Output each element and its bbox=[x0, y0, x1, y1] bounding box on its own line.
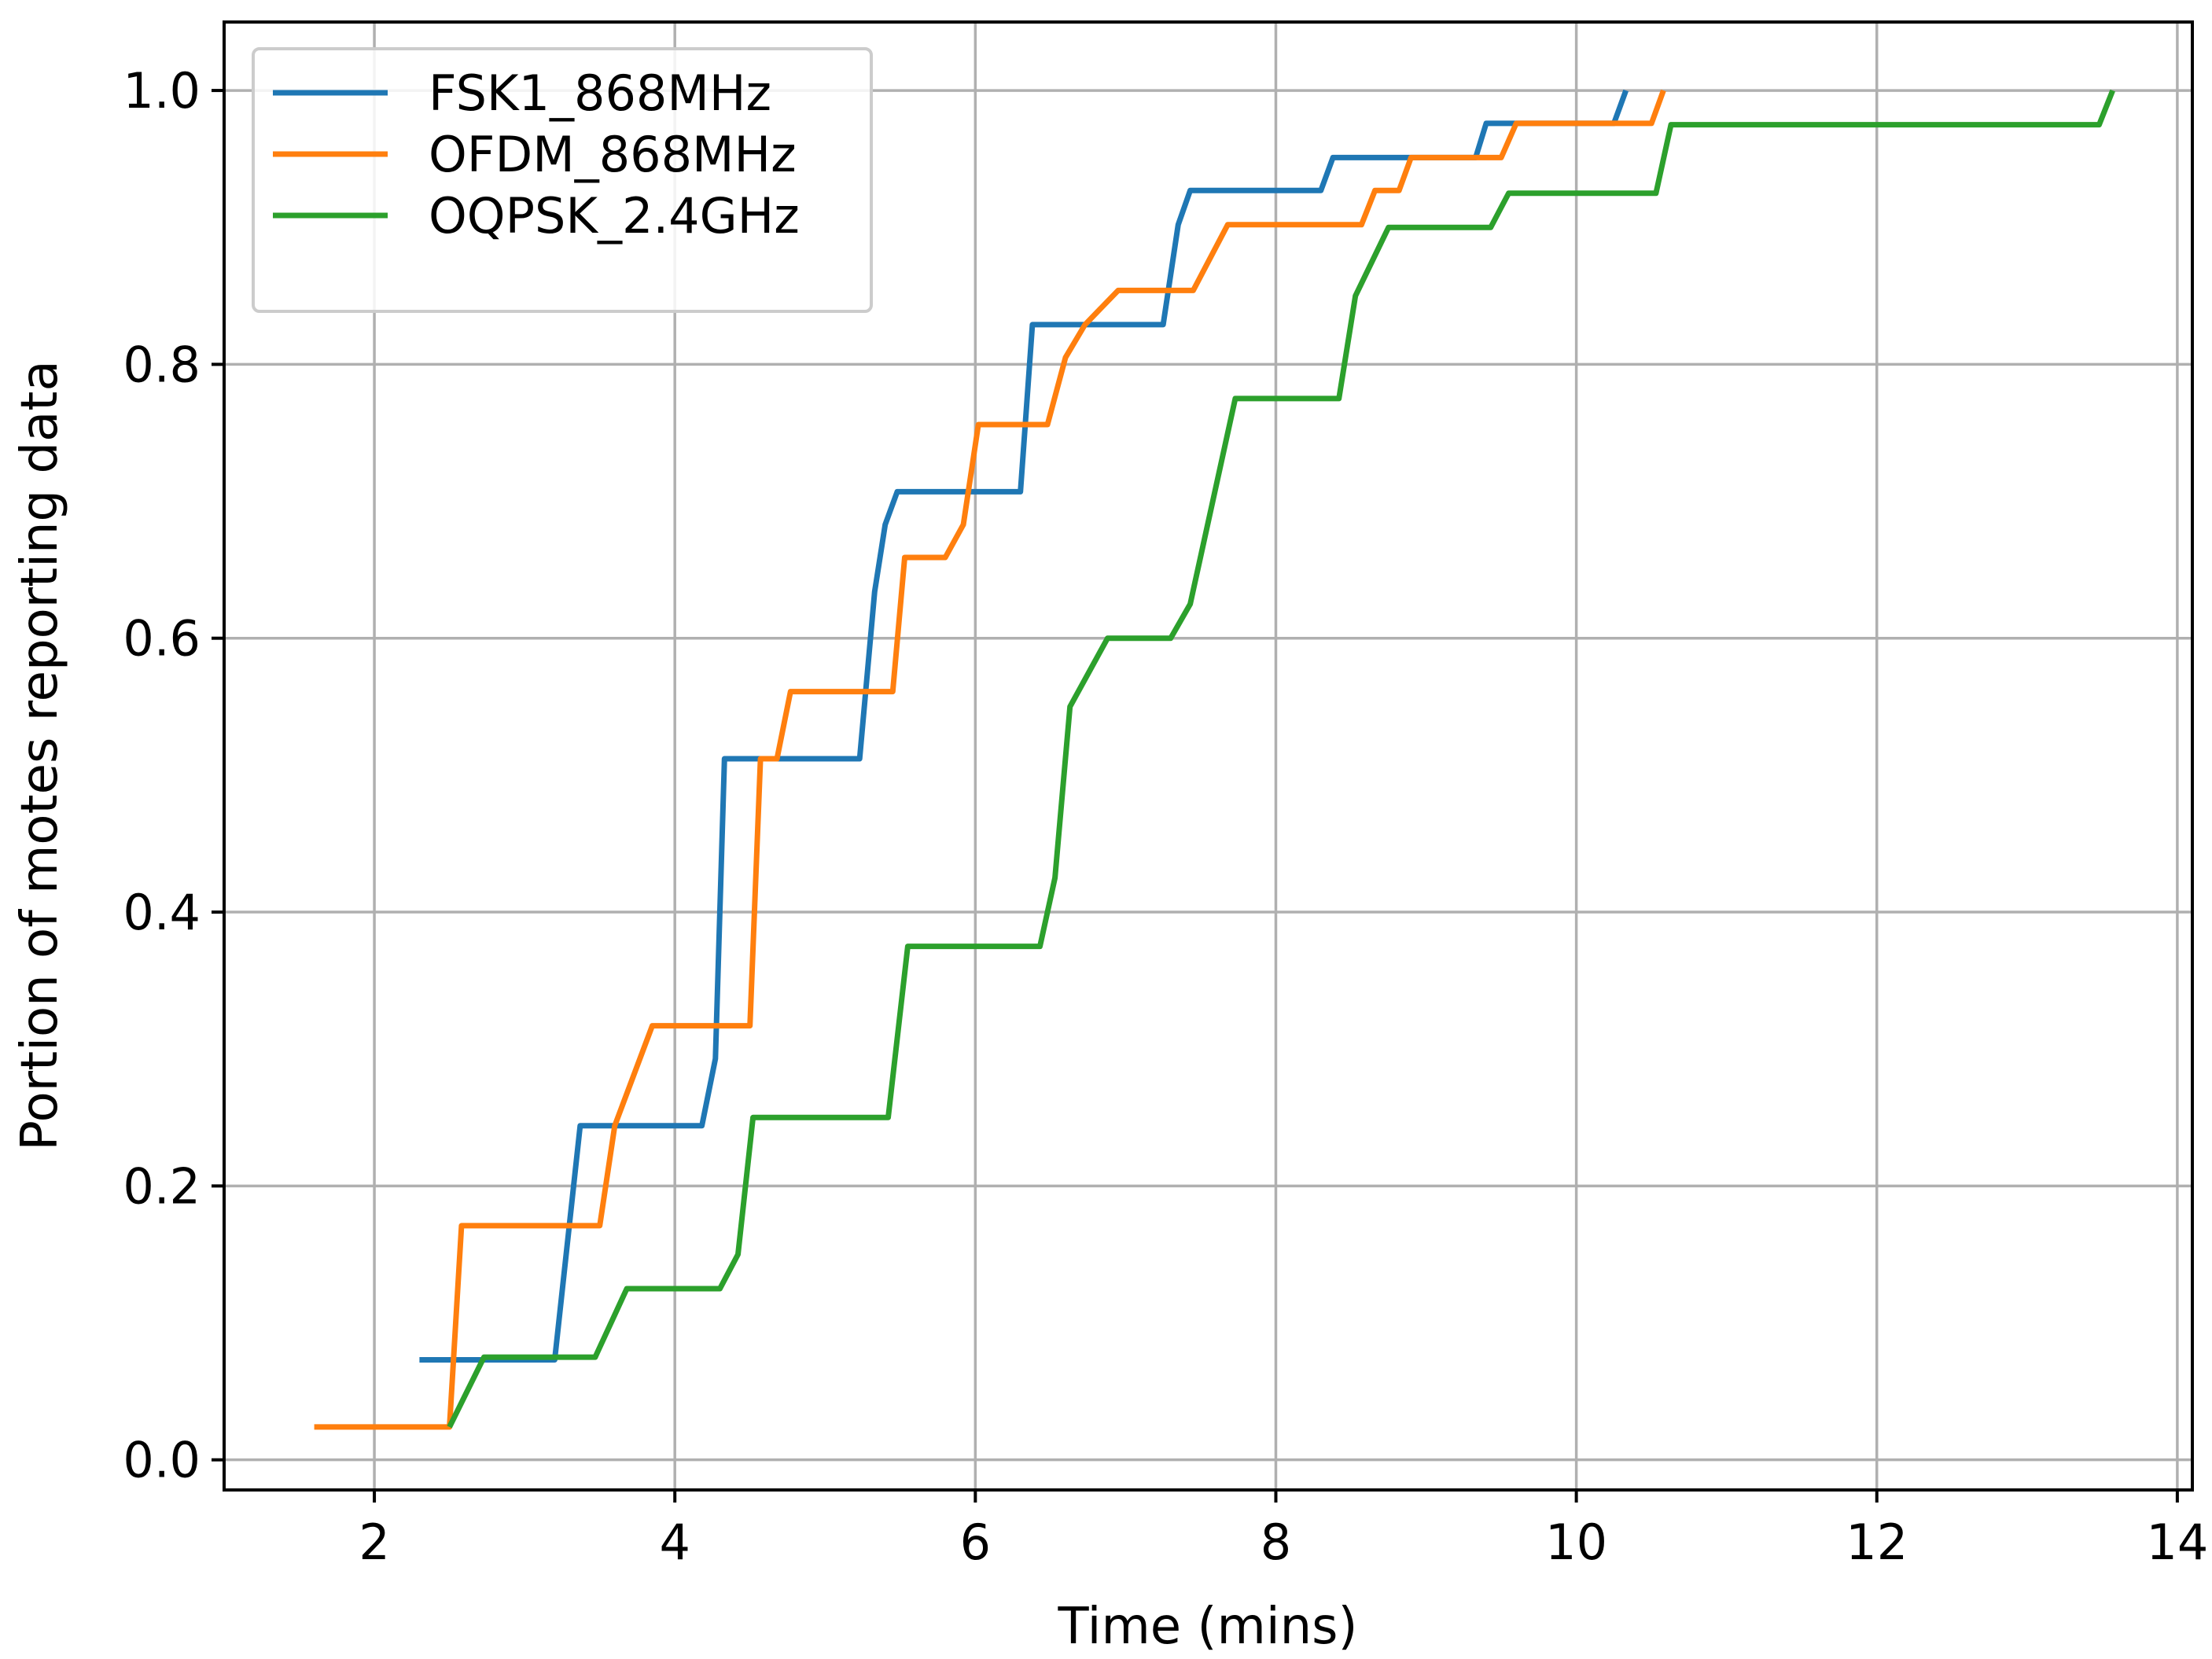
x-tick-label: 2 bbox=[359, 1514, 389, 1571]
y-tick-label: 0.8 bbox=[123, 336, 201, 393]
series-line-OFDM_868MHz bbox=[314, 89, 1666, 1430]
y-axis-label: Portion of motes reporting data bbox=[11, 360, 69, 1150]
grid-lines bbox=[224, 22, 2192, 1490]
y-tick-label: 0.6 bbox=[123, 610, 201, 668]
legend-label: FSK1_868MHz bbox=[429, 64, 771, 122]
series-line-OQPSK_2.4GHz bbox=[447, 89, 2115, 1429]
legend-label: OFDM_868MHz bbox=[429, 126, 797, 183]
x-tick-label: 14 bbox=[2146, 1514, 2208, 1571]
x-tick-label: 6 bbox=[960, 1514, 991, 1571]
series-lines bbox=[314, 89, 2115, 1430]
y-tick-label: 0.4 bbox=[123, 884, 201, 941]
y-tick-label: 0.2 bbox=[123, 1157, 201, 1215]
x-tick-label: 4 bbox=[659, 1514, 690, 1571]
y-tick-label: 1.0 bbox=[123, 62, 201, 120]
axis-ticks: 2 4 6 8 10 12 14 0.0 0.2 0.4 0.6 0.8 1.0 bbox=[123, 62, 2208, 1571]
legend-label: OQPSK_2.4GHz bbox=[429, 187, 800, 245]
x-tick-label: 12 bbox=[1846, 1514, 1908, 1571]
plot-frame bbox=[223, 20, 2194, 1492]
legend-box bbox=[252, 47, 873, 313]
y-tick-label: 0.0 bbox=[123, 1432, 201, 1489]
x-tick-label: 8 bbox=[1261, 1514, 1291, 1571]
x-axis-label: Time (mins) bbox=[1058, 1598, 1358, 1656]
x-tick-label: 10 bbox=[1545, 1514, 1607, 1571]
